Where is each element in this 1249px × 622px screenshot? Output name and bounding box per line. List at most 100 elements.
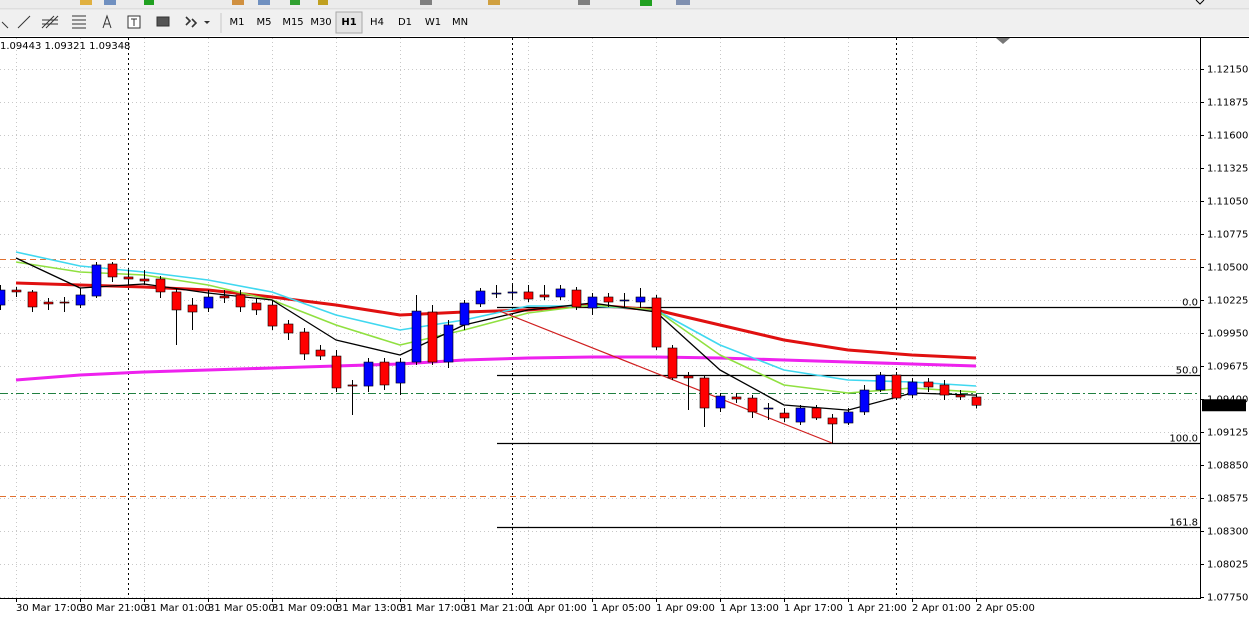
candle-body [427, 311, 438, 363]
candle-body [603, 296, 614, 303]
candle-body [859, 389, 870, 413]
y-tick-label: 1.09675 [1207, 362, 1248, 373]
candle-body [75, 294, 86, 306]
candle-body [875, 374, 886, 391]
x-tick-label: 30 Mar 21:00 [80, 603, 147, 614]
candle-body [523, 291, 534, 300]
candle-body [475, 290, 486, 305]
timeframe-button[interactable]: M1 [230, 17, 245, 28]
toolbar-icon [676, 0, 690, 5]
moving-average [15, 261, 977, 394]
candle-body [891, 374, 902, 399]
candle-body [795, 407, 806, 423]
candle-body [539, 294, 550, 298]
toolbar-icon [80, 0, 92, 5]
candle-body [555, 288, 566, 298]
toolbar-icon [578, 0, 590, 5]
candle-body [91, 264, 102, 297]
toolbar-icon [640, 0, 652, 6]
x-tick-label: 31 Mar 13:00 [336, 603, 403, 614]
x-tick-label: 2 Apr 05:00 [976, 603, 1035, 614]
plot-area [0, 37, 1200, 598]
chart-info: 1.09443 1.09321 1.09348 [0, 41, 130, 52]
grid [0, 38, 1200, 598]
timeframe-button[interactable]: W1 [425, 17, 441, 28]
y-tick-label: 1.11600 [1207, 131, 1248, 142]
tool-shape[interactable] [156, 16, 170, 27]
candle-body [27, 291, 38, 308]
toolbar-icon [318, 0, 328, 5]
candle-body [347, 384, 358, 387]
y-tick-label: 1.11325 [1207, 164, 1248, 175]
candle-body [0, 289, 6, 306]
moving-average [15, 355, 977, 382]
candle-body [11, 289, 22, 293]
timeframe-button[interactable]: M5 [257, 17, 272, 28]
tool-fibo[interactable] [72, 15, 86, 29]
candle-body [155, 278, 166, 293]
candle-body [299, 331, 310, 355]
timeframe-button[interactable]: MN [452, 17, 468, 28]
y-tick-label: 1.08300 [1207, 527, 1248, 538]
candle-body [139, 278, 150, 282]
candle-body [811, 407, 822, 419]
toolbar-icon [488, 0, 500, 5]
trend-line[interactable] [496, 309, 833, 444]
fib-label: 50.0 [1176, 366, 1198, 377]
candle-body [123, 276, 134, 280]
y-tick-label: 1.09950 [1207, 329, 1248, 340]
toolbar [0, 10, 1249, 36]
candle-body [443, 324, 454, 363]
candle-body [971, 396, 982, 406]
y-tick-label: 1.08850 [1207, 461, 1248, 472]
timeframe-button[interactable]: H1 [341, 17, 356, 28]
candle-body [251, 302, 262, 311]
timeframe-button[interactable]: M30 [310, 17, 331, 28]
x-tick-label: 1 Apr 17:00 [784, 603, 843, 614]
candle-body [43, 301, 54, 305]
candle-body [379, 361, 390, 386]
tool-label[interactable] [127, 15, 141, 29]
candle-body [187, 304, 198, 313]
candle-body [203, 296, 214, 309]
fib-label: 0.0 [1182, 298, 1198, 309]
toolbar-icon [104, 0, 116, 5]
y-tick-label: 1.12150 [1207, 65, 1248, 76]
candle-body [651, 297, 662, 348]
timeframe-button[interactable]: H4 [370, 17, 384, 28]
timeframe-button[interactable]: M15 [282, 17, 303, 28]
candle-body [619, 299, 630, 302]
tool-text[interactable] [102, 14, 112, 29]
candle-body [763, 407, 774, 410]
toolbar-icon [290, 0, 300, 5]
shift-marker [996, 38, 1010, 44]
moving-average [15, 251, 977, 387]
timeframe-button[interactable]: D1 [398, 17, 412, 28]
candle-body [507, 291, 518, 294]
tool-arrows[interactable] [185, 16, 210, 28]
candle-body [171, 291, 182, 311]
candle-body [779, 412, 790, 419]
y-tick-label: 1.10500 [1207, 263, 1248, 274]
tool-icon[interactable] [1, 21, 9, 29]
x-tick-label: 31 Mar 05:00 [208, 603, 275, 614]
toolbar-icon [420, 0, 432, 5]
y-tick-label: 1.07750 [1207, 593, 1248, 604]
x-tick-label: 31 Mar 17:00 [400, 603, 467, 614]
tool-line[interactable] [17, 15, 31, 29]
candle-body [843, 411, 854, 424]
toolbar-arrow [1195, 0, 1205, 5]
x-tick-label: 1 Apr 05:00 [592, 603, 651, 614]
price-axis: 1.12150 1.11875 1.11600 1.11325 1.11050 1.107… [1200, 65, 1248, 604]
toolbar-icon [258, 0, 270, 5]
fib-label: 100.0 [1169, 434, 1198, 445]
candles [0, 261, 982, 444]
tf-active-frame [335, 11, 363, 34]
candle-body [907, 381, 918, 396]
candle-body [283, 323, 294, 334]
candle-body [315, 349, 326, 357]
tool-channel[interactable] [41, 15, 59, 29]
candle-body [395, 361, 406, 384]
